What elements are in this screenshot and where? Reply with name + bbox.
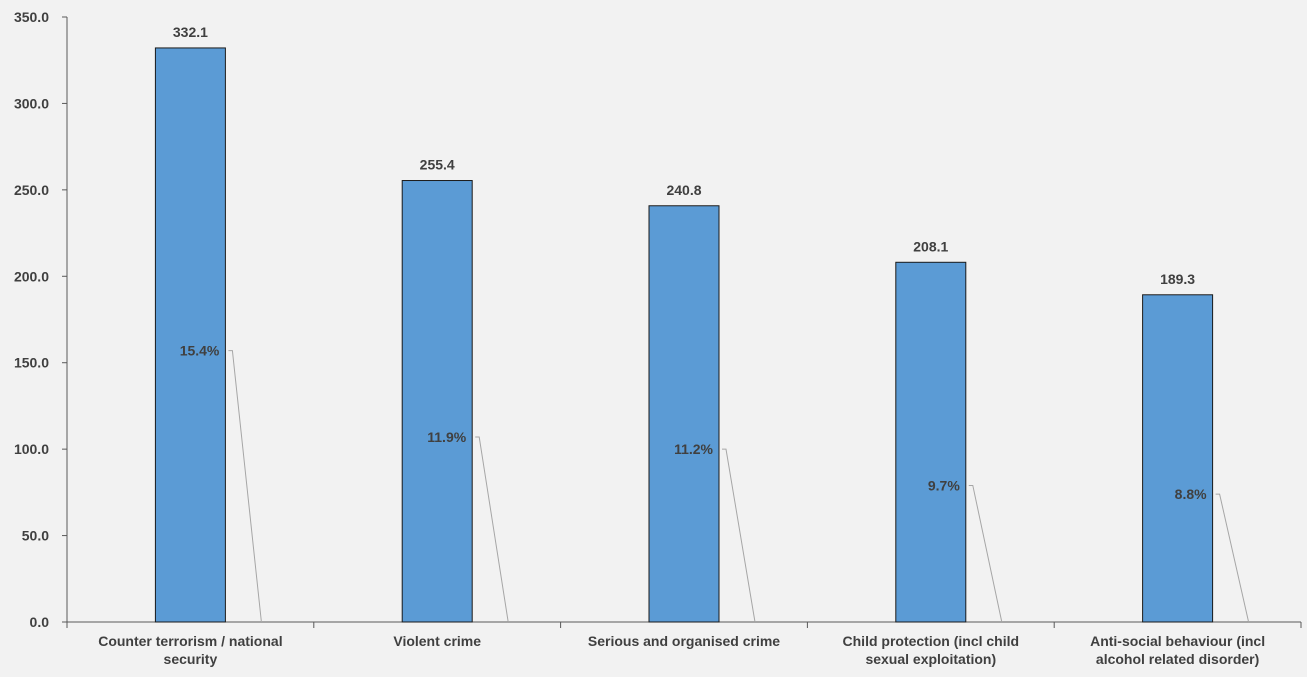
bars <box>154 47 1214 623</box>
bar <box>895 261 967 623</box>
x-category-label: security <box>164 651 218 667</box>
bar-value-label: 255.4 <box>420 157 455 173</box>
bar-percent-label: 8.8% <box>1175 486 1207 502</box>
bar-percent-label: 15.4% <box>180 343 220 359</box>
bar-percent-label: 11.2% <box>674 441 713 457</box>
bar-percent-label: 9.7% <box>928 477 960 493</box>
percent-leader-line <box>722 448 756 623</box>
x-category-label: Violent crime <box>393 633 481 649</box>
y-tick-label: 200.0 <box>14 268 49 284</box>
percent-leader-line <box>1215 493 1250 623</box>
bar <box>648 205 720 623</box>
bar-value-label: 189.3 <box>1160 271 1195 287</box>
bar-value-label: 208.1 <box>913 238 948 254</box>
y-tick-label: 300.0 <box>14 95 49 111</box>
y-tick-label: 0.0 <box>30 614 50 630</box>
percent-leader-line <box>968 484 1003 623</box>
percent-leader-line <box>475 436 509 623</box>
x-category-label: alcohol related disorder) <box>1096 651 1259 667</box>
axes: 0.0 50.0 100.0 150.0 200.0 250.0 300.0 350.0 <box>14 9 1302 630</box>
bar-value-label: 240.8 <box>666 182 701 198</box>
bar <box>401 180 473 623</box>
percent-leader-line <box>228 350 262 623</box>
bar-percent-label: 11.9% <box>427 429 466 445</box>
x-category-label: Serious and organised crime <box>588 633 780 649</box>
y-tick-label: 250.0 <box>14 182 49 198</box>
y-tick-label: 100.0 <box>14 441 49 457</box>
bar <box>1142 294 1214 623</box>
x-category-label: Child protection (incl child <box>843 633 1020 649</box>
y-tick-label: 50.0 <box>22 528 49 544</box>
x-category-label: Counter terrorism / national <box>98 633 282 649</box>
y-tick-label: 150.0 <box>14 355 49 371</box>
labels: 332.1 15.4% Counter terrorism / national se… <box>98 24 1265 667</box>
leader-lines <box>228 350 1250 623</box>
x-category-label: Anti-social behaviour (incl <box>1090 633 1265 649</box>
y-tick-label: 350.0 <box>14 9 49 25</box>
bar <box>154 47 226 623</box>
x-category-label: sexual exploitation) <box>865 651 996 667</box>
bar-value-label: 332.1 <box>173 24 208 40</box>
